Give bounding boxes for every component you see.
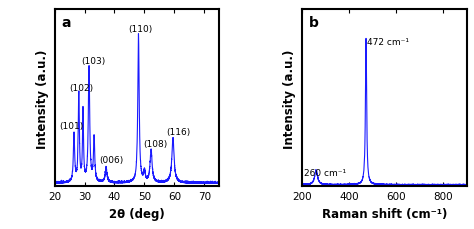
Y-axis label: Intensity (a.u.): Intensity (a.u.) xyxy=(36,49,49,148)
Text: (108): (108) xyxy=(143,139,167,148)
Text: (101): (101) xyxy=(59,122,83,131)
Text: 260 cm⁻¹: 260 cm⁻¹ xyxy=(304,168,346,177)
Text: 472 cm⁻¹: 472 cm⁻¹ xyxy=(367,38,410,47)
Text: b: b xyxy=(309,16,319,30)
X-axis label: 2θ (deg): 2θ (deg) xyxy=(109,207,165,220)
X-axis label: Raman shift (cm⁻¹): Raman shift (cm⁻¹) xyxy=(322,207,447,220)
Text: (103): (103) xyxy=(81,57,105,66)
Text: (006): (006) xyxy=(99,156,123,165)
Y-axis label: Intensity (a.u.): Intensity (a.u.) xyxy=(283,49,296,148)
Text: (110): (110) xyxy=(128,25,152,34)
Text: (116): (116) xyxy=(166,128,191,137)
Text: (102): (102) xyxy=(69,84,93,93)
Text: a: a xyxy=(61,16,71,30)
